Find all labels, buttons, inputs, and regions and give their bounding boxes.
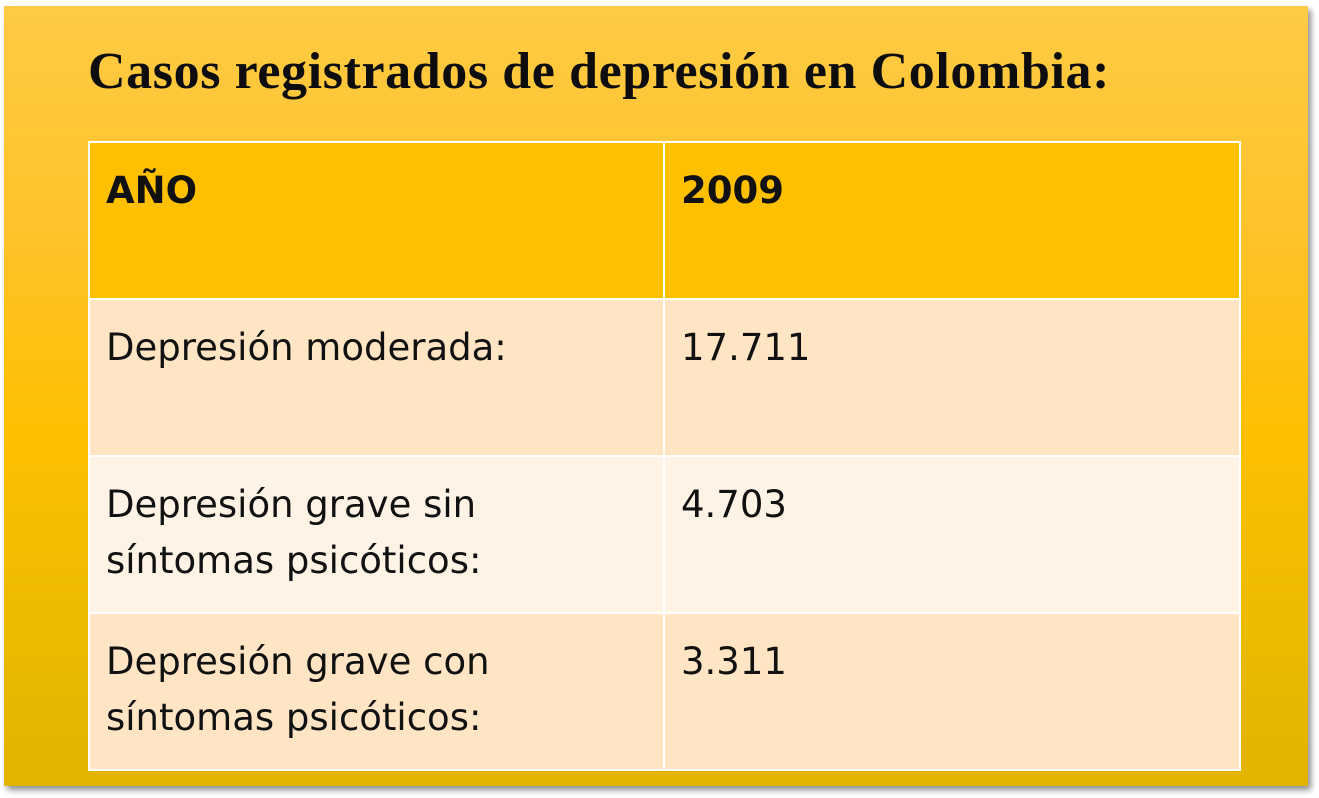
header-year-cell: 2009 (663, 141, 1241, 300)
row-value-cell: 17.711 (663, 298, 1241, 457)
row-label-cell: Depresión grave con síntomas psicóticos: (88, 612, 665, 771)
row-value-cell: 4.703 (663, 455, 1241, 614)
slide: Casos registrados de depresión en Colomb… (4, 6, 1308, 786)
table-header-row: AÑO 2009 (88, 141, 1241, 300)
row-label-cell: Depresión moderada: (88, 298, 665, 457)
slide-title: Casos registrados de depresión en Colomb… (88, 43, 1111, 100)
table-row: Depresión grave con síntomas psicóticos:… (88, 612, 1241, 771)
row-value-cell: 3.311 (663, 612, 1241, 771)
header-label-cell: AÑO (88, 141, 665, 300)
row-label-cell: Depresión grave sin síntomas psicóticos: (88, 455, 665, 614)
cases-table: AÑO 2009 Depresión moderada: 17.711 Depr… (88, 141, 1241, 771)
table-row: Depresión grave sin síntomas psicóticos:… (88, 455, 1241, 614)
table-row: Depresión moderada: 17.711 (88, 298, 1241, 457)
